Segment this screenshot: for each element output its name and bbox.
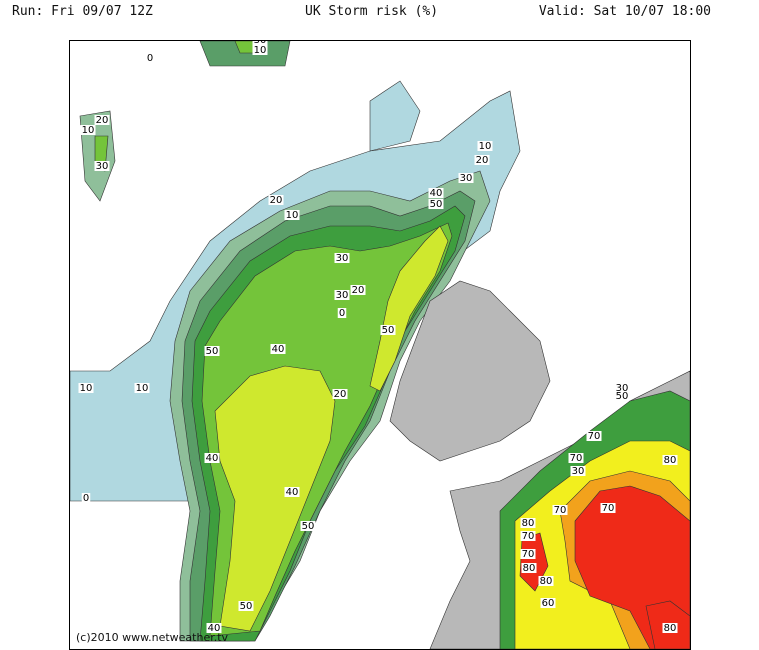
contour-label: 50 [238, 601, 254, 612]
contour-label: 30 [614, 383, 630, 394]
contour-label-text: 40 [208, 623, 221, 634]
contour-label-text: 80 [522, 518, 535, 529]
contour-label-text: 10 [82, 125, 95, 136]
contour-label: 50 [380, 325, 396, 336]
contour-label: 40 [204, 453, 220, 464]
contour-label-text: 70 [522, 549, 535, 560]
contour-label-text: 80 [540, 576, 553, 587]
contour-label: 10 [134, 383, 150, 394]
contour-label-text: 30 [254, 41, 267, 46]
contour-label-text: 10 [254, 45, 267, 56]
contour-label: 50 [204, 346, 220, 357]
contour-label-text: 20 [270, 195, 283, 206]
contour-label: 30 [334, 253, 350, 264]
valid-time-label: Valid: Sat 10/07 18:00 [538, 4, 711, 19]
contour-label-text: 50 [616, 391, 629, 402]
contour-label: 70 [586, 431, 602, 442]
contour-label: 40 [270, 344, 286, 355]
contour-label: 80 [538, 576, 554, 587]
contour-label-text: 20 [334, 389, 347, 400]
contour-label-text: 30 [336, 253, 349, 264]
contour-label: 10 [78, 383, 94, 394]
contour-label: 20 [332, 389, 348, 400]
contour-label: 70 [568, 453, 584, 464]
contour-label-text: 20 [476, 155, 489, 166]
contour-label: 30 [94, 161, 110, 172]
contour-label-text: 10 [479, 141, 492, 152]
contour-label-text: 70 [522, 531, 535, 542]
contour-label-text: 10 [136, 383, 149, 394]
contour-label-text: 20 [96, 115, 109, 126]
contour-label-text: 30 [96, 161, 109, 172]
contour-label: 20 [350, 285, 366, 296]
contour-label: 70 [552, 505, 568, 516]
contour-label: 80 [662, 455, 678, 466]
contour-label-text: 50 [240, 601, 253, 612]
contour-label: 40 [284, 487, 300, 498]
contour-label-text: 10 [80, 383, 93, 394]
run-time-label: Run: Fri 09/07 12Z [12, 4, 153, 19]
contour-label: 0 [337, 308, 347, 319]
contour-label: 20 [94, 115, 110, 126]
contour-label-text: 80 [664, 455, 677, 466]
contour-label: 10 [252, 45, 268, 56]
contour-label: 50 [428, 199, 444, 210]
contour-label: 50 [300, 521, 316, 532]
contour-label-text: 40 [206, 453, 219, 464]
contour-label-text: 10 [286, 210, 299, 221]
contour-label-text: 20 [352, 285, 365, 296]
contour-label-text: 40 [430, 188, 443, 199]
contour-label-text: 40 [286, 487, 299, 498]
contour-labels: 3010020103010203040502010103030200505040… [78, 41, 678, 634]
contour-label: 20 [268, 195, 284, 206]
contour-label: 80 [521, 563, 537, 574]
contour-label: 70 [600, 503, 616, 514]
contour-label-text: 70 [588, 431, 601, 442]
contour-label: 70 [520, 549, 536, 560]
contour-label: 80 [662, 623, 678, 634]
contour-label: 10 [477, 141, 493, 152]
contour-label-text: 70 [554, 505, 567, 516]
contour-label: 30 [334, 290, 350, 301]
contour-label: 50 [614, 391, 630, 402]
contour-label: 40 [206, 623, 222, 634]
contour-label-text: 0 [339, 308, 345, 319]
contour-label-text: 30 [616, 383, 629, 394]
contour-label-text: 50 [206, 346, 219, 357]
contour-label-text: 80 [664, 623, 677, 634]
contour-label-text: 50 [382, 325, 395, 336]
west-band-50 [214, 365, 336, 632]
contour-label-text: 40 [272, 344, 285, 355]
map-title: UK Storm risk (%) [305, 4, 439, 19]
contour-label-text: 30 [336, 290, 349, 301]
contour-label-text: 80 [523, 563, 536, 574]
great-britain-land [389, 280, 551, 462]
contour-label-text: 30 [460, 173, 473, 184]
contour-label: 40 [428, 188, 444, 199]
contour-label: 0 [81, 493, 91, 504]
contour-label: 70 [520, 531, 536, 542]
contour-label: 60 [540, 598, 556, 609]
contour-label: 30 [252, 41, 268, 46]
contour-label: 30 [570, 466, 586, 477]
contour-label: 10 [80, 125, 96, 136]
north-sea-low-risk-zone [369, 80, 421, 152]
contour-label: 80 [520, 518, 536, 529]
contour-label-text: 50 [302, 521, 315, 532]
contour-label-text: 70 [570, 453, 583, 464]
copyright-credit: (c)2010 www.netweather.tv [76, 631, 229, 644]
contour-label: 20 [474, 155, 490, 166]
contour-label-text: 50 [430, 199, 443, 210]
contour-label-text: 60 [542, 598, 555, 609]
contour-label-text: 0 [83, 493, 89, 504]
contour-label-text: 0 [147, 53, 153, 64]
contour-label-text: 30 [572, 466, 585, 477]
map-canvas: 3010020103010203040502010103030200505040… [70, 41, 690, 649]
contour-label: 0 [145, 53, 155, 64]
contour-label: 10 [284, 210, 300, 221]
storm-risk-map: 3010020103010203040502010103030200505040… [69, 40, 691, 650]
contour-label-text: 70 [602, 503, 615, 514]
contour-label: 30 [458, 173, 474, 184]
